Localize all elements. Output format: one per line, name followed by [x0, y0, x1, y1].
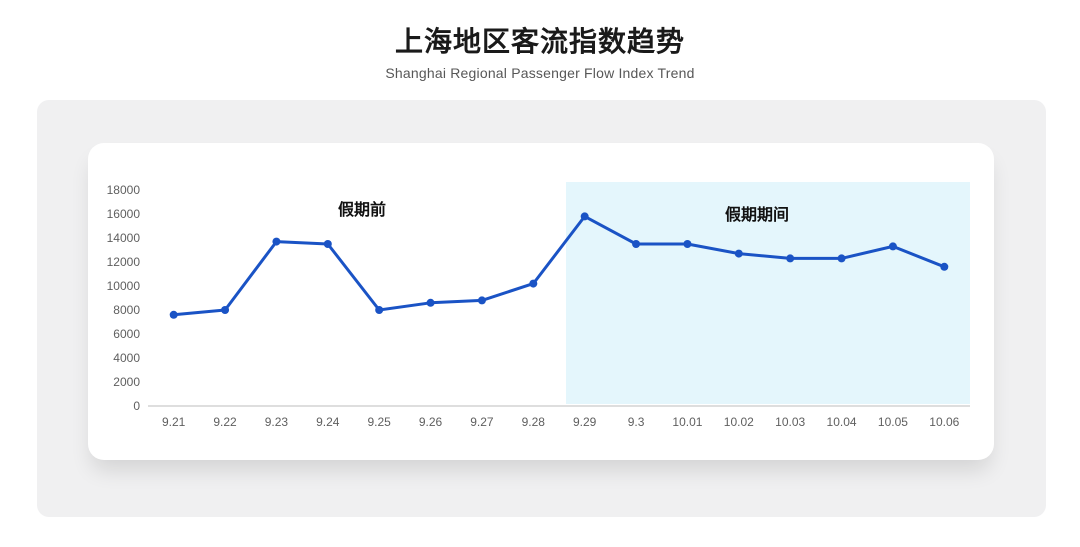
chart-header: 上海地区客流指数趋势 Shanghai Regional Passenger F… [0, 0, 1080, 81]
y-axis-tick-label: 8000 [113, 303, 140, 317]
chart-panel: 0 2000 4000 6000 8000 10000 12000 14000 16000 180… [37, 100, 1046, 517]
annotation-holiday-label: 假期期间 [724, 207, 790, 224]
x-axis-tick-label: 9.28 [522, 415, 546, 429]
data-point[interactable] [683, 240, 692, 248]
data-point[interactable] [323, 240, 332, 248]
y-axis-tick-label: 14000 [107, 231, 141, 245]
data-point[interactable] [375, 306, 384, 314]
holiday-highlight-region [566, 182, 970, 404]
data-point[interactable] [272, 237, 281, 246]
x-axis-tick-label: 10.04 [827, 415, 857, 429]
data-point[interactable] [529, 279, 538, 288]
x-axis-tick-label: 9.24 [316, 415, 340, 429]
x-axis-tick-label: 10.05 [878, 415, 908, 429]
x-axis-tick-label: 10.03 [775, 415, 805, 429]
annotation-pre-holiday-label: 假期前 [337, 202, 387, 219]
x-axis-tick-label: 9.21 [162, 415, 186, 429]
y-axis-tick-label: 10000 [107, 279, 141, 293]
data-point[interactable] [426, 298, 435, 307]
data-point[interactable] [169, 310, 178, 319]
x-axis-tick-label: 9.23 [265, 415, 289, 429]
x-axis-tick-label: 9.22 [213, 415, 237, 429]
data-point[interactable] [632, 240, 641, 248]
data-point[interactable] [477, 296, 486, 305]
x-axis-tick-label: 10.02 [724, 415, 754, 429]
x-axis-tick-label: 10.06 [929, 415, 959, 429]
y-axis-tick-label: 18000 [107, 183, 141, 197]
chart-card: 0 2000 4000 6000 8000 10000 12000 14000 16000 180… [88, 143, 994, 460]
data-point[interactable] [221, 306, 230, 314]
y-axis-tick-label: 2000 [113, 375, 140, 389]
y-axis-tick-label: 16000 [107, 207, 141, 221]
y-axis-tick-label: 0 [133, 399, 140, 413]
y-axis-tick-label: 12000 [107, 255, 141, 269]
data-point[interactable] [734, 249, 743, 258]
data-point[interactable] [940, 262, 949, 271]
x-axis-tick-label: 9.26 [419, 415, 443, 429]
trend-line [172, 214, 946, 317]
data-point[interactable] [888, 242, 897, 251]
x-axis-tick-label: 9.27 [470, 415, 494, 429]
x-axis-tick-label: 9.3 [628, 415, 645, 429]
line-chart: 0 2000 4000 6000 8000 10000 12000 14000 16000 180… [107, 182, 970, 429]
data-point[interactable] [837, 254, 846, 263]
page-subtitle: Shanghai Regional Passenger Flow Index T… [385, 65, 695, 81]
x-axis-tick-label: 9.25 [368, 415, 392, 429]
x-axis-tick-label: 10.01 [672, 415, 702, 429]
page-title: 上海地区客流指数趋势 [394, 26, 685, 57]
data-point[interactable] [786, 254, 795, 263]
data-point[interactable] [580, 212, 589, 221]
x-axis-tick-label: 9.29 [573, 415, 597, 429]
y-axis-tick-label: 6000 [113, 327, 140, 341]
y-axis-tick-label: 4000 [113, 351, 140, 365]
